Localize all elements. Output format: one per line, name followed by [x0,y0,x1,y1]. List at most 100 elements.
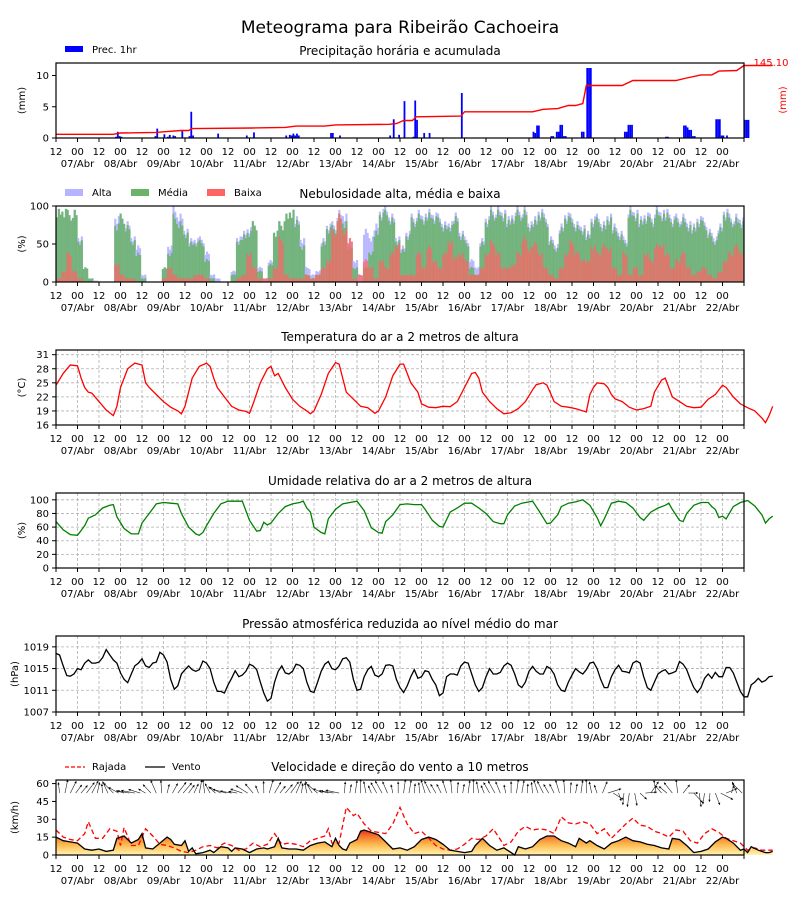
cloud-bar-low [310,278,313,282]
cloud-bar-mid [243,234,246,282]
cloud-bar-low [578,253,581,282]
wind-direction-arrow [235,785,248,794]
cloud-bar-low [336,221,339,282]
wind-arrow-head [117,790,120,793]
wind-direction-arrow [555,780,560,794]
temperature-xtick-label: 00 [501,434,514,445]
wind-direction-arrow [563,779,566,794]
temperature-xtick-label: 00 [243,434,256,445]
temperature-xtick-label: 00 [157,434,170,445]
precip-xtick-label: 00 [157,147,170,158]
wind-arrow-head [655,785,658,788]
cloud-bar-low [198,274,202,282]
cloud-bar-low [250,252,253,282]
cloud-bar-mid [549,240,553,282]
cloud-bar-mid [673,219,676,282]
precip-day-label: 13/Abr [319,159,353,170]
cloud-bar-mid [539,220,542,282]
cloud-bar-mid [620,234,623,282]
humidity-xtick-label: 12 [351,577,364,588]
cloud-bar-mid [438,222,441,282]
cloud-bar-mid [564,218,567,282]
wind-xtick-label: 00 [544,864,557,875]
clouds-xtick-label: 12 [222,291,235,302]
cloud-bar-low [625,256,629,282]
cloud-bar-low [571,243,574,282]
wind-direction-arrow [150,780,157,794]
cloud-bar-low [415,255,419,282]
clouds-xtick-label: 12 [50,291,63,302]
humidity-ytick-label: 100 [30,495,49,506]
wind-arrow-head [290,784,293,787]
cloud-bar-low [592,249,595,282]
cloud-bar-low [544,267,547,282]
wind-day-label: 18/Abr [534,876,568,887]
wind-direction-arrow [199,779,203,794]
cloud-bar-low [260,278,263,282]
cloud-bar-low [131,278,135,282]
clouds-xtick-label: 12 [609,291,622,302]
wind-xtick-label: 00 [157,864,170,875]
cloud-bar-mid [375,230,378,282]
clouds-xtick-label: 12 [136,291,149,302]
temperature-xtick-label: 00 [372,434,385,445]
cloud-bar-mid [611,233,614,282]
pressure-xtick-label: 12 [136,721,149,732]
cloud-bar-low [322,267,325,282]
cloud-bar-mid [703,225,706,282]
precip-xtick-label: 12 [50,147,63,158]
cloud-bar-low [489,240,493,282]
cloud-bar-low [359,274,362,282]
precip-bar [559,124,562,138]
precip-xtick-label: 12 [695,147,708,158]
cloud-bar-low [645,256,648,282]
cloud-bar-mid [172,213,175,282]
precip-bar [552,136,555,138]
cloud-bar-mid [516,209,519,282]
precip-bar [392,119,395,138]
cloud-bar-mid [595,217,598,282]
precip-bar [537,125,540,138]
pressure-xtick-label: 00 [501,721,514,732]
cloud-bar-mid [509,224,512,282]
wind-arrow-head [549,783,552,787]
cloud-bar-low [430,248,433,282]
cloud-bar-low [604,246,607,282]
cloud-bar-mid [193,243,196,282]
cloud-bar-low [78,278,82,282]
cloud-bar-low [742,251,745,282]
humidity-xtick-label: 12 [50,577,63,588]
pressure-xtick-label: 00 [544,721,557,732]
wind-xtick-label: 12 [265,864,278,875]
cloud-bar-mid [234,274,237,282]
cloud-bar-mid [719,227,722,282]
cloud-bar-low [382,260,385,282]
wind-xtick-label: 12 [179,864,192,875]
cloud-bar-low [553,278,556,282]
temperature-day-label: 19/Abr [577,446,611,457]
cloud-bar-mid [412,222,415,282]
cloud-bar-low [396,248,399,282]
wind-direction-arrow [70,780,77,794]
precip-ytick-label: 0 [43,134,49,145]
cloud-bar-mid [488,219,491,282]
clouds-day-label: 19/Abr [577,303,611,314]
humidity-ytick-label: 60 [36,523,49,534]
cloud-bar-mid [84,267,87,282]
humidity-day-label: 09/Abr [147,589,181,600]
precip-bar [726,135,728,138]
precip-day-label: 22/Abr [706,159,740,170]
wind-arrow-head [100,783,104,787]
cloud-bar-low [400,275,403,282]
pressure-day-label: 10/Abr [190,733,224,744]
cloud-bar-high [308,269,311,282]
cloud-bar-mid [583,228,586,282]
temperature-xtick-label: 00 [71,434,84,445]
humidity-xtick-label: 00 [673,577,686,588]
cloud-bar-low [176,275,179,282]
cloud-bar-low [345,228,348,282]
wind-arrow-head [730,797,734,800]
cloud-bar-low [77,278,80,282]
cloud-bar-low [719,271,722,282]
precip-bar [120,136,123,138]
